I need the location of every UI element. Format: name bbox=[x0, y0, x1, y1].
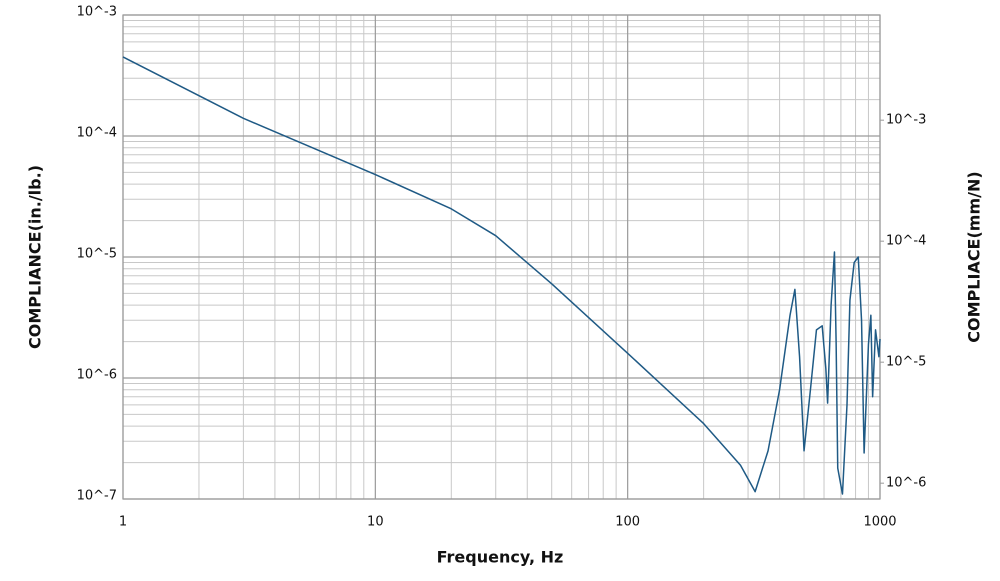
plot-frame bbox=[122, 14, 881, 500]
y-tick-label: 10^-4 bbox=[77, 126, 117, 141]
data-line bbox=[122, 56, 881, 495]
y-tick-label: 10^-5 bbox=[77, 247, 117, 262]
y2-axis-label: COMPLIACE(mm/N) bbox=[965, 171, 984, 342]
y-axis-label: COMPLIANCE(in./lb.) bbox=[26, 165, 45, 349]
y2-tick-label: 10^-6 bbox=[886, 476, 926, 491]
y2-tick-label: 10^-5 bbox=[886, 355, 926, 370]
x-tick-label: 1000 bbox=[863, 515, 896, 530]
y-tick-label: 10^-7 bbox=[77, 489, 117, 504]
x-tick-label: 10 bbox=[367, 515, 384, 530]
y2-tick-label: 10^-4 bbox=[886, 234, 926, 249]
y2-tick-label: 10^-3 bbox=[886, 113, 926, 128]
x-tick-label: 100 bbox=[615, 515, 640, 530]
x-axis-label: Frequency, Hz bbox=[437, 548, 564, 567]
x-tick-label: 1 bbox=[119, 515, 127, 530]
y-tick-label: 10^-6 bbox=[77, 368, 117, 383]
y-tick-label: 10^-3 bbox=[77, 5, 117, 20]
